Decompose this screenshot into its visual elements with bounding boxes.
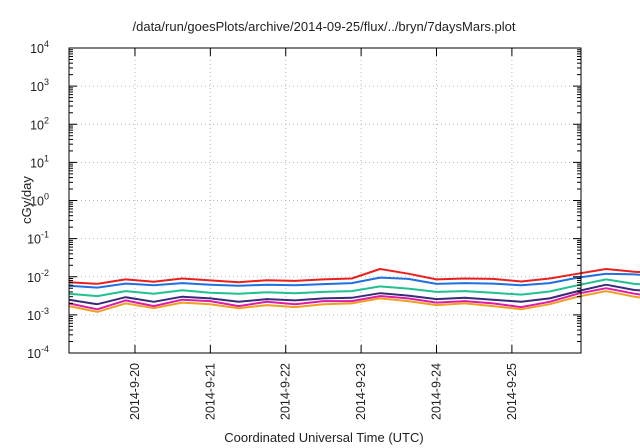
y-tick-label: 10-1 — [27, 230, 49, 247]
y-tick-label: 101 — [30, 153, 49, 170]
series-line — [69, 285, 640, 305]
x-axis-label: Coordinated Universal Time (UTC) — [224, 430, 423, 445]
y-tick-label: 10-2 — [27, 268, 49, 285]
ticks — [69, 47, 581, 354]
y-tick-exponent: -3 — [41, 306, 49, 316]
x-tick-label: 2014-9-24 — [430, 363, 444, 420]
y-tick-exponent: -4 — [41, 344, 49, 354]
series-line — [69, 269, 640, 284]
y-tick-exponent: 4 — [44, 39, 49, 49]
series-line — [69, 288, 640, 309]
y-tick-label: 102 — [30, 115, 49, 132]
chart-title: /data/run/goesPlots/archive/2014-09-25/f… — [133, 19, 516, 34]
grid — [69, 48, 581, 353]
y-tick-label: 103 — [30, 77, 49, 94]
y-tick-exponent: 2 — [44, 115, 49, 125]
x-tick-label: 2014-9-20 — [128, 363, 142, 420]
series-line — [69, 279, 640, 296]
x-tick-label: 2014-9-25 — [505, 363, 519, 420]
y-tick-exponent: 0 — [44, 192, 49, 202]
y-tick-label: 104 — [30, 39, 49, 56]
x-tick-label: 2014-9-22 — [279, 363, 293, 420]
y-tick-exponent: -1 — [41, 230, 49, 240]
x-tick-labels: 2014-9-20 2014-9-21 2014-9-22 2014-9-23 2014… — [128, 363, 519, 420]
y-axis-label: cGy/day — [19, 176, 34, 224]
x-tick-label: 2014-9-23 — [354, 363, 368, 420]
series-group — [69, 269, 640, 312]
y-tick-exponent: -2 — [41, 268, 49, 278]
y-tick-exponent: 3 — [44, 77, 49, 87]
x-tick-label: 2014-9-21 — [203, 363, 217, 420]
series-line — [69, 274, 640, 288]
y-tick-label: 10-3 — [27, 306, 49, 323]
series-line — [69, 291, 640, 312]
y-tick-label: 10-4 — [27, 344, 49, 361]
y-tick-exponent: 1 — [44, 153, 49, 163]
